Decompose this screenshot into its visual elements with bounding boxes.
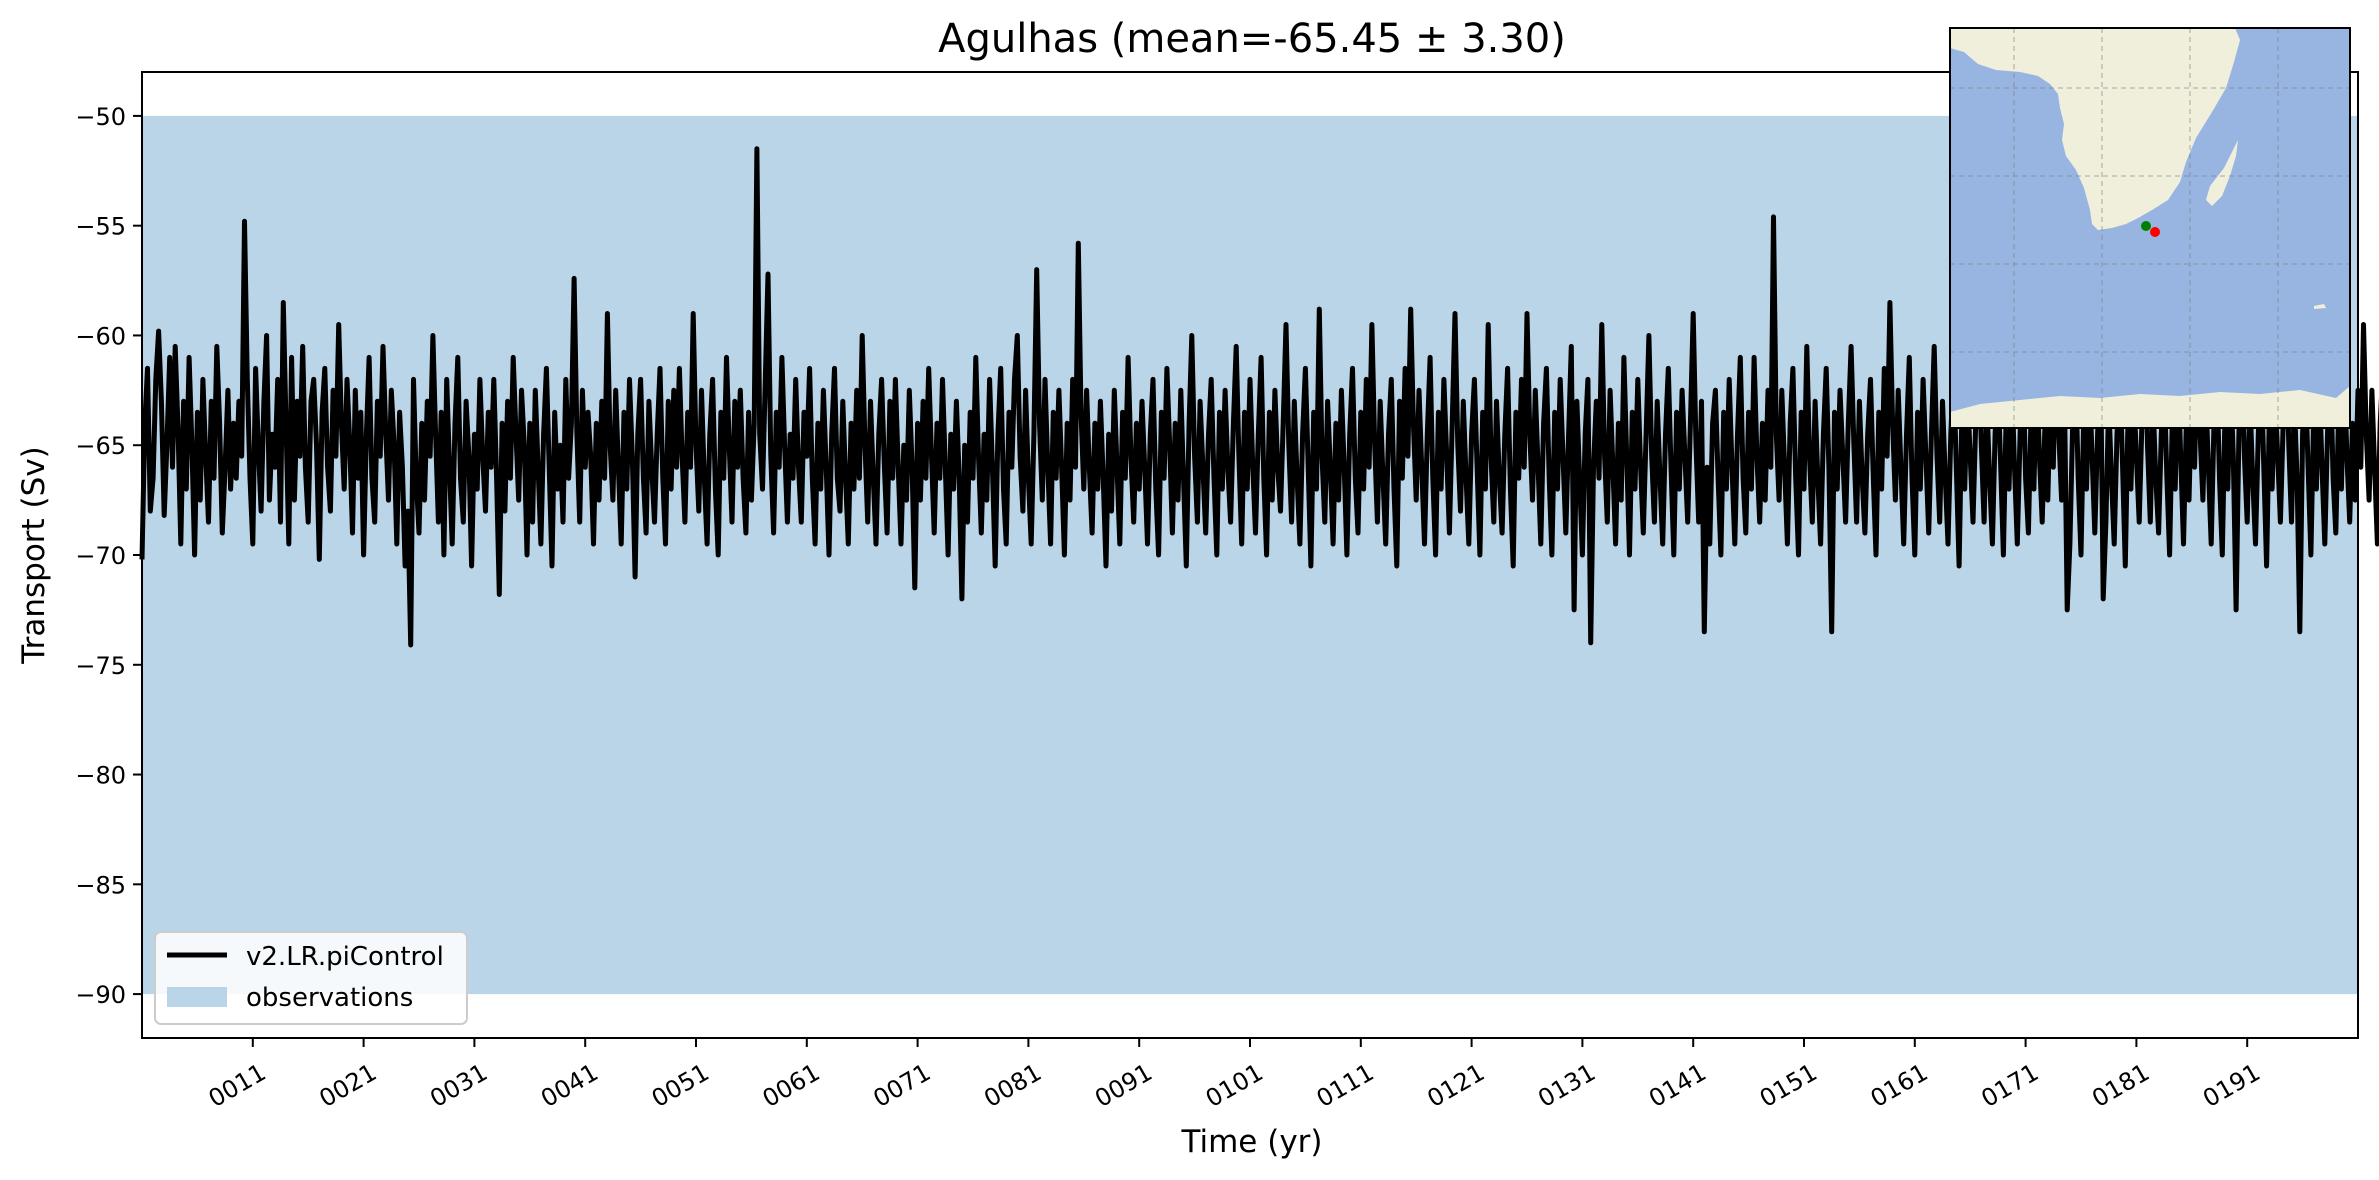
x-tick-label: 0081 xyxy=(979,1058,1046,1113)
inset-map xyxy=(1949,27,2351,429)
legend-observations-swatch xyxy=(167,987,227,1007)
x-tick-label: 0131 xyxy=(1533,1058,1600,1113)
x-tick-label: 0051 xyxy=(647,1058,714,1113)
x-tick-label: 0021 xyxy=(315,1058,382,1113)
y-tick-label: −65 xyxy=(75,432,126,460)
y-tick-label: −55 xyxy=(75,213,126,241)
x-tick-label: 0151 xyxy=(1755,1058,1822,1113)
x-tick-label: 0091 xyxy=(1090,1058,1157,1113)
x-tick-label: 0061 xyxy=(758,1058,825,1113)
x-tick-label: 0171 xyxy=(1977,1058,2044,1113)
x-tick-label: 0191 xyxy=(2198,1058,2265,1113)
x-tick-label: 0111 xyxy=(1312,1058,1379,1113)
x-tick-label: 0031 xyxy=(425,1058,492,1113)
antarctica-landmass xyxy=(1950,386,2350,428)
x-tick-label: 0121 xyxy=(1423,1058,1490,1113)
legend-frame xyxy=(154,931,468,1025)
x-axis-ticks: 0011 0021 0031 0041 0051 0061 0071 0081 0091 0101… xyxy=(204,1038,2265,1113)
chart-title: Agulhas (mean=-65.45 ± 3.30) xyxy=(938,16,1566,62)
madagascar-island xyxy=(2206,140,2238,206)
y-tick-label: −85 xyxy=(75,871,126,899)
x-axis-label: Time (yr) xyxy=(1181,1124,1323,1160)
y-axis-label: Transport (Sv) xyxy=(16,446,52,665)
x-tick-label: 0011 xyxy=(204,1058,271,1113)
africa-landmass xyxy=(1950,28,2240,230)
red-marker xyxy=(2150,227,2160,237)
small-island xyxy=(2314,304,2326,309)
x-tick-label: 0101 xyxy=(1201,1058,1268,1113)
x-tick-label: 0141 xyxy=(1644,1058,1711,1113)
legend-label-series: v2.LR.piControl xyxy=(246,942,444,972)
y-tick-label: −80 xyxy=(75,762,126,790)
inset-frame xyxy=(1949,27,2351,429)
y-tick-label: −75 xyxy=(75,652,126,680)
y-axis-ticks: −50 −55 −60 −65 −70 −75 −80 −85 −90 xyxy=(75,103,142,1009)
x-tick-label: 0161 xyxy=(1866,1058,1933,1113)
y-tick-label: −70 xyxy=(75,542,126,570)
legend: v2.LR.piControl observations xyxy=(154,931,468,1025)
x-tick-label: 0071 xyxy=(869,1058,936,1113)
y-tick-label: −60 xyxy=(75,322,126,350)
x-tick-label: 0181 xyxy=(2087,1058,2154,1113)
x-tick-label: 0041 xyxy=(536,1058,603,1113)
inset-gridlines xyxy=(1950,28,2350,428)
legend-label-observations: observations xyxy=(246,983,413,1013)
green-marker xyxy=(2141,221,2151,231)
y-tick-label: −90 xyxy=(75,981,126,1009)
series-line-v2-lr-picontrol xyxy=(139,146,2379,648)
y-tick-label: −50 xyxy=(75,103,126,131)
